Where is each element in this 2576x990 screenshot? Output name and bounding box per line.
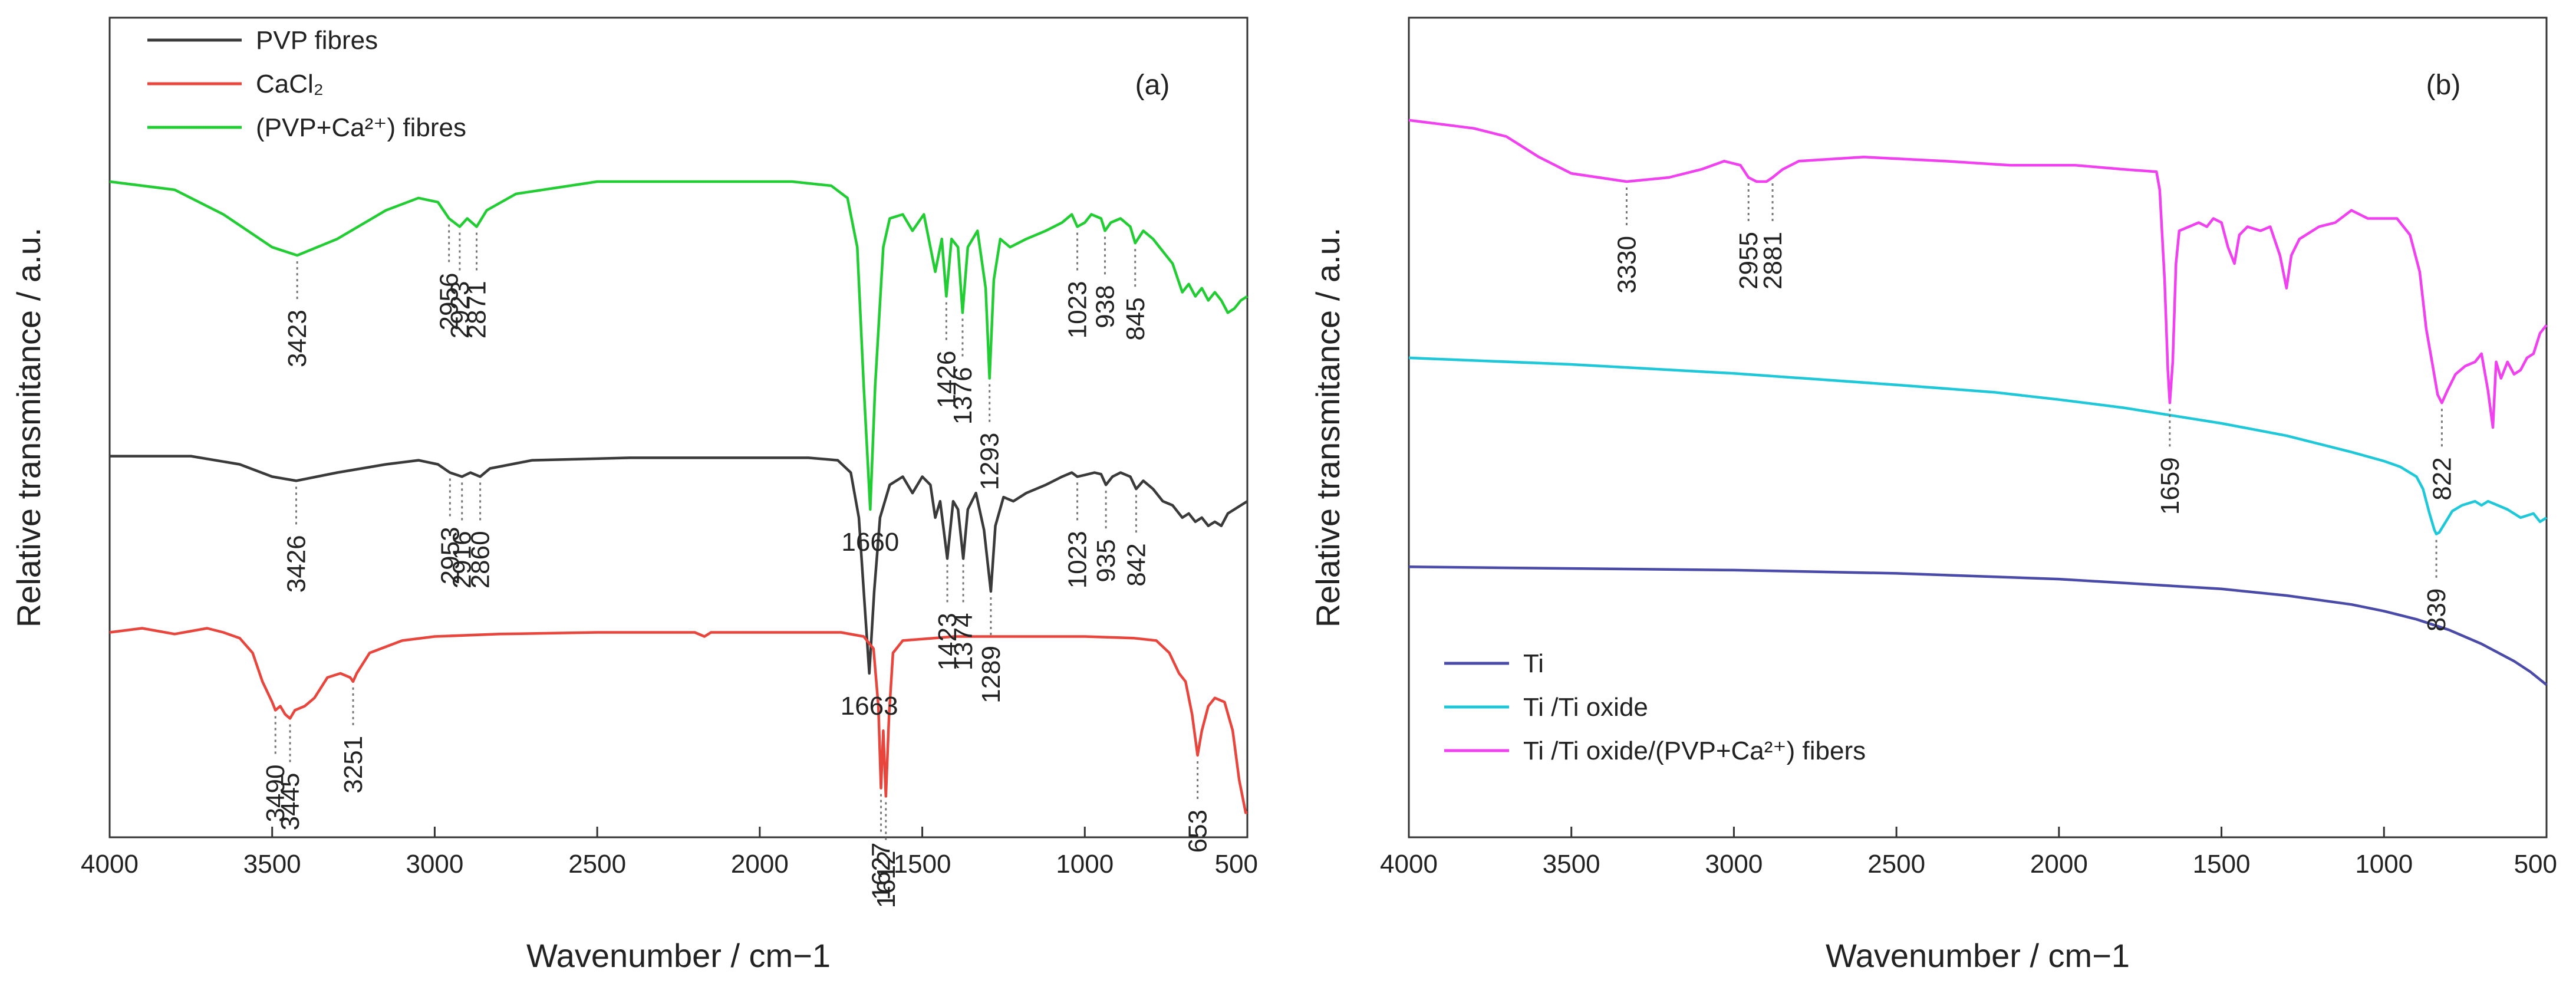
peak-label-1293: 1293	[976, 433, 1004, 491]
series-line-cacl	[109, 627, 1247, 814]
peak-label-3251: 3251	[339, 736, 368, 794]
x-tick-label-1000: 1000	[1056, 850, 1114, 879]
legend-label-cacl: CaCl₂	[256, 70, 324, 98]
x-tick-label-2500: 2500	[568, 850, 626, 879]
peak-label-1023: 1023	[1063, 281, 1092, 338]
peak-label-935: 935	[1092, 539, 1121, 582]
peak-label-3330: 3330	[1612, 236, 1641, 294]
peak-label-2860: 2860	[466, 531, 495, 588]
panel-a-chart: 4000 3500 3000 2500 2000 1500 1000 500 Wavenumbe…	[10, 17, 1258, 974]
peak-label-1627: 1627	[867, 843, 896, 900]
x-tick-label-4000: 4000	[1380, 850, 1438, 879]
series-line-ti	[1408, 565, 2548, 686]
x-tick-label-2500: 2500	[1867, 850, 1925, 879]
peak-label-2956: 2956	[435, 273, 464, 331]
peak-label-1426: 1426	[932, 351, 961, 409]
legend-label-ti: Ti	[1523, 649, 1544, 678]
x-tick-label-3000: 3000	[1705, 850, 1763, 879]
peak-label-2923: 2923	[446, 281, 475, 338]
peak-label-653: 653	[1184, 810, 1213, 853]
series-line-pvp-fibres	[110, 455, 1249, 675]
peak-label-822: 822	[2427, 457, 2456, 500]
peak-label-2871: 2871	[463, 281, 492, 338]
x-tick-label-500: 500	[2514, 850, 2557, 879]
x-tick-label-1000: 1000	[2355, 850, 2413, 879]
peak-label-1660: 1660	[841, 528, 899, 557]
plot-frame-b	[1408, 17, 2548, 838]
peak-label-1289: 1289	[977, 646, 1006, 703]
x-tick-label-500: 500	[1215, 850, 1258, 879]
peak-label-1374: 1374	[949, 613, 978, 670]
panel-label: (a)	[1135, 70, 1170, 101]
peak-label-842: 842	[1122, 543, 1151, 586]
x-tick-label-3500: 3500	[1543, 850, 1600, 879]
peak-label-1376: 1376	[948, 367, 977, 425]
legend-label-pvp-fibres: PVP fibres	[256, 26, 378, 55]
peak-label-3445: 3445	[276, 772, 305, 830]
x-axis-title: Wavenumber / cm−1	[526, 937, 831, 974]
x-tick-label-2000: 2000	[2030, 850, 2088, 879]
peak-label-839: 839	[2422, 588, 2451, 632]
x-tick-label-4000: 4000	[81, 850, 139, 879]
series-line-ti-ti-oxide-pvp-ca-fibers	[1408, 119, 2548, 429]
peak-label-2881: 2881	[1758, 232, 1787, 290]
legend-label-ti-ti-oxide: Ti /Ti oxide	[1523, 693, 1648, 722]
peak-label-2955: 2955	[1734, 232, 1763, 290]
peak-label-1423: 1423	[933, 613, 962, 670]
plot-frame-a	[108, 17, 1249, 838]
legend-label-ti-ti-oxide-pvp-ca-fibers: Ti /Ti oxide/(PVP+Ca²⁺) fibers	[1523, 736, 1866, 765]
peak-label-3423: 3423	[283, 310, 312, 367]
peak-label-1612: 1612	[872, 851, 901, 909]
series-line-ti-ti-oxide	[1408, 356, 2548, 535]
panel-b-chart: 4000 3500 3000 2500 2000 1500 1000 500 Wavenumbe…	[1309, 17, 2557, 974]
peak-label-938: 938	[1091, 285, 1119, 328]
x-axis-title: Wavenumber / cm−1	[1826, 937, 2130, 974]
peak-label-3490: 3490	[261, 765, 290, 823]
peak-label-1663: 1663	[841, 692, 898, 721]
x-tick-label-1500: 1500	[894, 850, 951, 879]
x-tick-label-2000: 2000	[731, 850, 789, 879]
peak-label-2953: 2953	[436, 527, 465, 584]
legend-label-pvp-ca-fibres: (PVP+Ca²⁺) fibres	[256, 113, 466, 142]
peak-label-3426: 3426	[282, 535, 311, 593]
y-axis-title: Relative transmitance / a.u.	[10, 228, 47, 628]
series-line-pvp-ca-fibres	[109, 180, 1249, 511]
peak-label-1023: 1023	[1063, 531, 1092, 588]
panel-label: (b)	[2426, 70, 2461, 101]
peak-label-2916: 2916	[448, 531, 477, 588]
peak-label-1659: 1659	[2156, 457, 2185, 515]
x-tick-label-3500: 3500	[243, 850, 301, 879]
x-tick-label-1500: 1500	[2193, 850, 2251, 879]
x-tick-label-3000: 3000	[406, 850, 463, 879]
peak-label-845: 845	[1121, 297, 1150, 340]
y-axis-title: Relative transmitance / a.u.	[1309, 228, 1346, 628]
